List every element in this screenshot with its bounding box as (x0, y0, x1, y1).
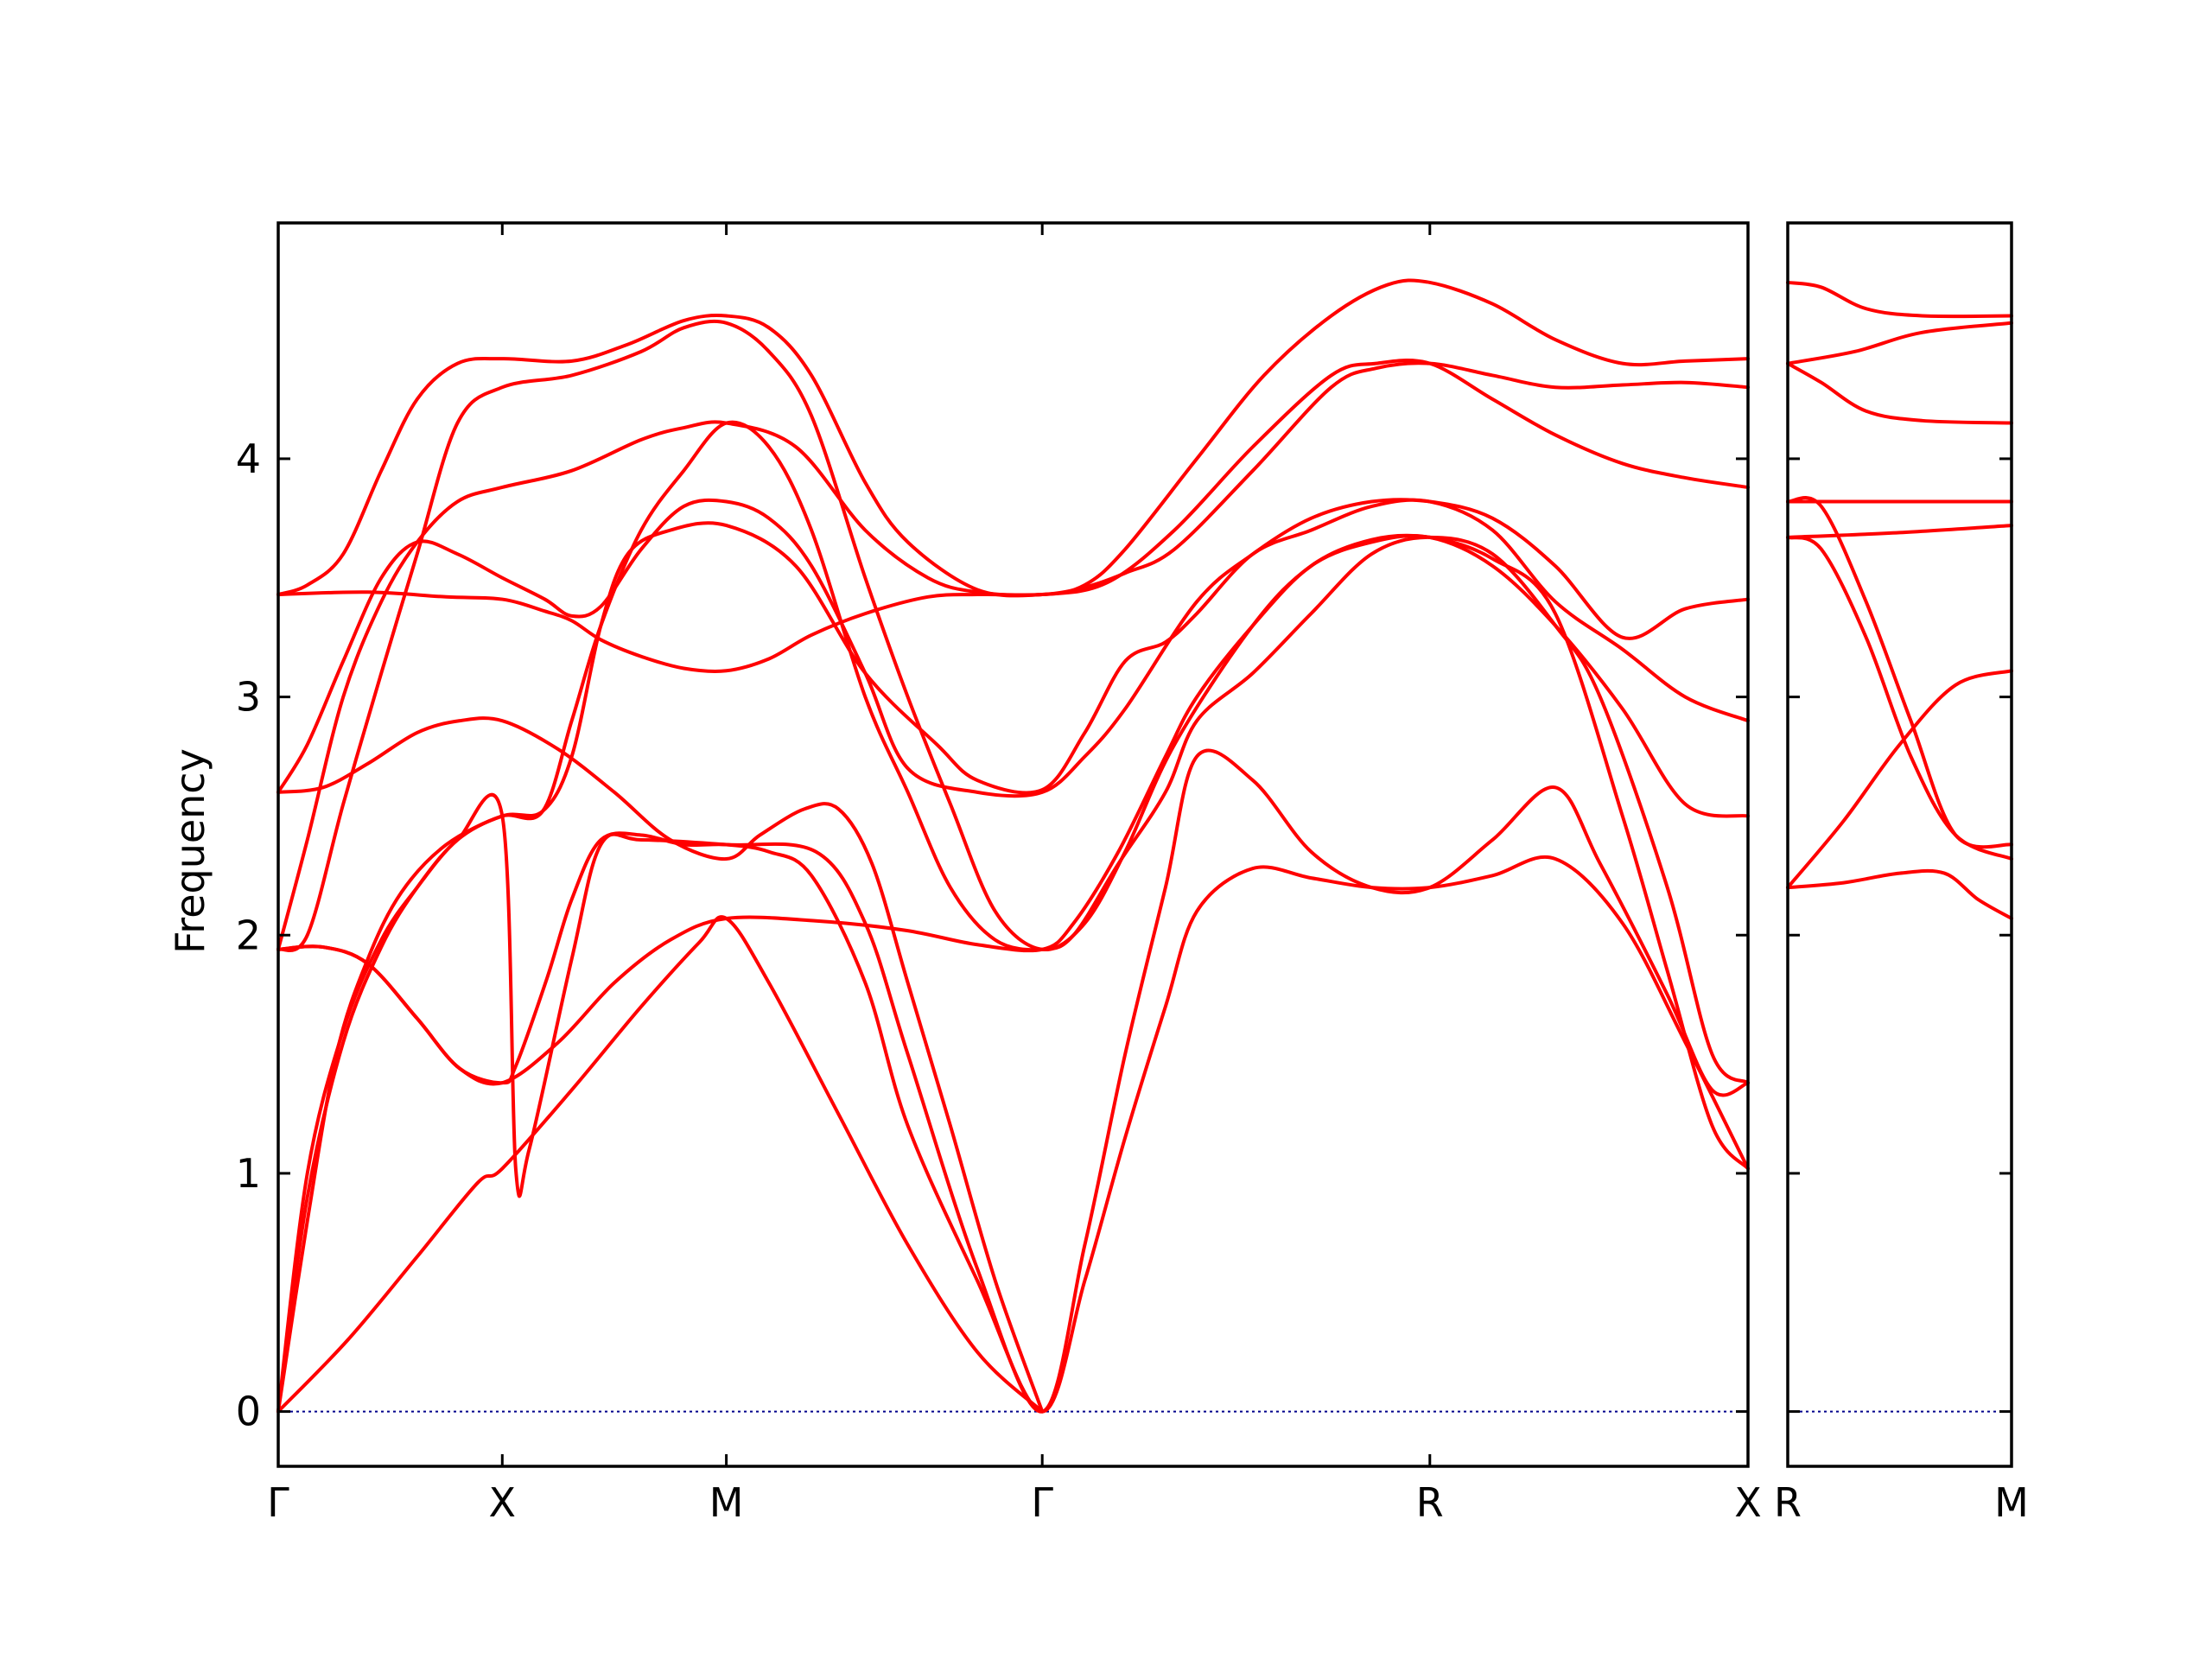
y-tick-label: 4 (236, 435, 261, 482)
band-line-5 (276, 278, 1750, 598)
band-line-1 (1786, 868, 2013, 920)
x-tick-label-0: R (1774, 1479, 1802, 1526)
x-tick-label-1: X (489, 1479, 517, 1526)
y-tick-label: 2 (236, 912, 261, 958)
x-tick-label-0: Γ (267, 1479, 289, 1526)
y-axis-label: Frequency (167, 748, 213, 954)
band-line-8 (276, 498, 1750, 798)
band-line-1 (276, 915, 1045, 1414)
x-tick-label-3: Γ (1031, 1479, 1053, 1526)
band-line-8 (1786, 321, 2013, 365)
y-tick-label: 3 (236, 674, 261, 721)
band-line-12 (276, 748, 1750, 1414)
main-panel: 0 1 2 3 4 Γ X M Γ R X (236, 221, 1762, 1526)
band-line-7 (276, 716, 1045, 1414)
band-line-11 (276, 831, 1750, 1414)
band-line-9 (276, 319, 1750, 1171)
band-line-6 (276, 534, 1750, 1086)
x-tick-label-5: X (1734, 1479, 1762, 1526)
band-line-3 (276, 359, 1750, 951)
band-line-5 (1786, 524, 2013, 539)
band-line-9 (1786, 280, 2013, 319)
x-tick-label-1: M (1994, 1479, 2029, 1526)
x-tick-label-4: R (1416, 1479, 1444, 1526)
plot-frame (276, 221, 1750, 1468)
band-line-3 (1786, 535, 2013, 861)
band-line-4 (276, 361, 1750, 673)
band-line-2 (1786, 669, 2013, 890)
band-line-4 (1786, 496, 2013, 849)
band-line-2 (276, 498, 1750, 1414)
band-line-7 (1786, 361, 2013, 425)
plot-frame (1786, 221, 2013, 1468)
y-tick-label: 0 (236, 1389, 261, 1435)
y-tick-label: 1 (236, 1150, 261, 1197)
x-tick-label-2: M (709, 1479, 744, 1526)
